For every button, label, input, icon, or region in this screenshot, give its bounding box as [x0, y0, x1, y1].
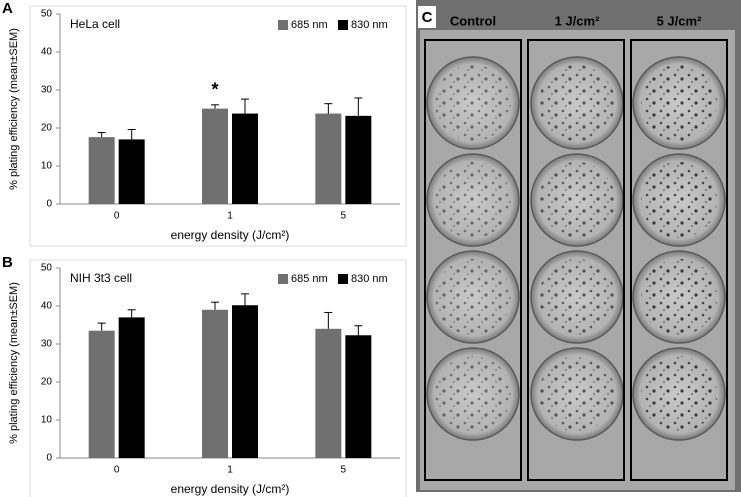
colonies: [435, 356, 511, 432]
y-tick-label: 10: [41, 415, 53, 426]
bar: [315, 113, 342, 204]
bar: [345, 115, 372, 204]
colonies: [641, 65, 717, 141]
colonies: [435, 259, 511, 335]
legend-label: 830 nm: [351, 273, 388, 285]
y-tick-label: 20: [41, 377, 53, 388]
significance-marker: *: [211, 80, 218, 100]
legend-swatch: [338, 20, 348, 30]
bar: [345, 335, 372, 458]
group-frame: [630, 39, 728, 481]
x-axis-label: energy density (J/cm²): [171, 482, 290, 496]
bar: [232, 305, 258, 458]
y-tick-label: 50: [41, 263, 53, 274]
panel-label: C: [422, 9, 433, 26]
y-axis-label: % plating efficiency (mean±SEM): [8, 28, 20, 190]
chart-title: NIH 3t3 cell: [70, 271, 132, 285]
legend-label: 830 nm: [351, 19, 388, 31]
x-tick-label: 0: [114, 211, 120, 222]
y-tick-label: 0: [46, 453, 52, 464]
chart-frame: [29, 259, 407, 497]
x-tick-label: 0: [114, 465, 120, 476]
y-tick-label: 10: [41, 161, 53, 172]
column-label: 5 J/cm²: [657, 13, 702, 28]
colonies: [435, 65, 511, 141]
y-tick-label: 40: [41, 301, 53, 312]
group-frame: [424, 39, 522, 481]
x-tick-label: 1: [227, 465, 233, 476]
column-label: 1 J/cm²: [555, 13, 600, 28]
x-axis-label: energy density (J/cm²): [171, 228, 290, 242]
colonies: [539, 162, 615, 238]
colonies: [435, 162, 511, 238]
bar: [88, 137, 115, 204]
y-axis-label: % plating efficiency (mean±SEM): [8, 282, 20, 444]
colonies: [641, 259, 717, 335]
chart-frame: [29, 5, 407, 247]
colonies: [641, 356, 717, 432]
colonies: [539, 259, 615, 335]
bar: [118, 317, 145, 458]
x-tick-label: 5: [341, 211, 347, 222]
legend-swatch: [338, 274, 348, 284]
y-tick-label: 30: [41, 339, 53, 350]
y-tick-label: 30: [41, 85, 53, 96]
colonies: [539, 356, 615, 432]
legend-label: 685 nm: [291, 19, 328, 31]
colonies: [641, 162, 717, 238]
legend-swatch: [278, 274, 288, 284]
bar: [315, 328, 342, 458]
chart-title: HeLa cell: [70, 17, 120, 31]
y-tick-label: 0: [46, 199, 52, 210]
panel-label: A: [2, 0, 13, 17]
y-tick-label: 40: [41, 47, 53, 58]
x-tick-label: 5: [341, 465, 347, 476]
panel-label: B: [2, 254, 13, 271]
legend-label: 685 nm: [291, 273, 328, 285]
legend-swatch: [278, 20, 288, 30]
column-label: Control: [450, 13, 496, 28]
y-tick-label: 20: [41, 123, 53, 134]
y-tick-label: 50: [41, 9, 53, 20]
bar: [88, 330, 115, 458]
bar: [118, 139, 145, 204]
x-tick-label: 1: [227, 211, 233, 222]
panel-label-box: [418, 6, 436, 28]
colonies: [539, 65, 615, 141]
bar: [202, 108, 228, 204]
photo-panel: C Control 1 J/cm² 5 J/cm²: [416, 0, 741, 492]
bar: [202, 309, 228, 458]
bar: [232, 113, 258, 204]
group-frame: [527, 39, 625, 481]
